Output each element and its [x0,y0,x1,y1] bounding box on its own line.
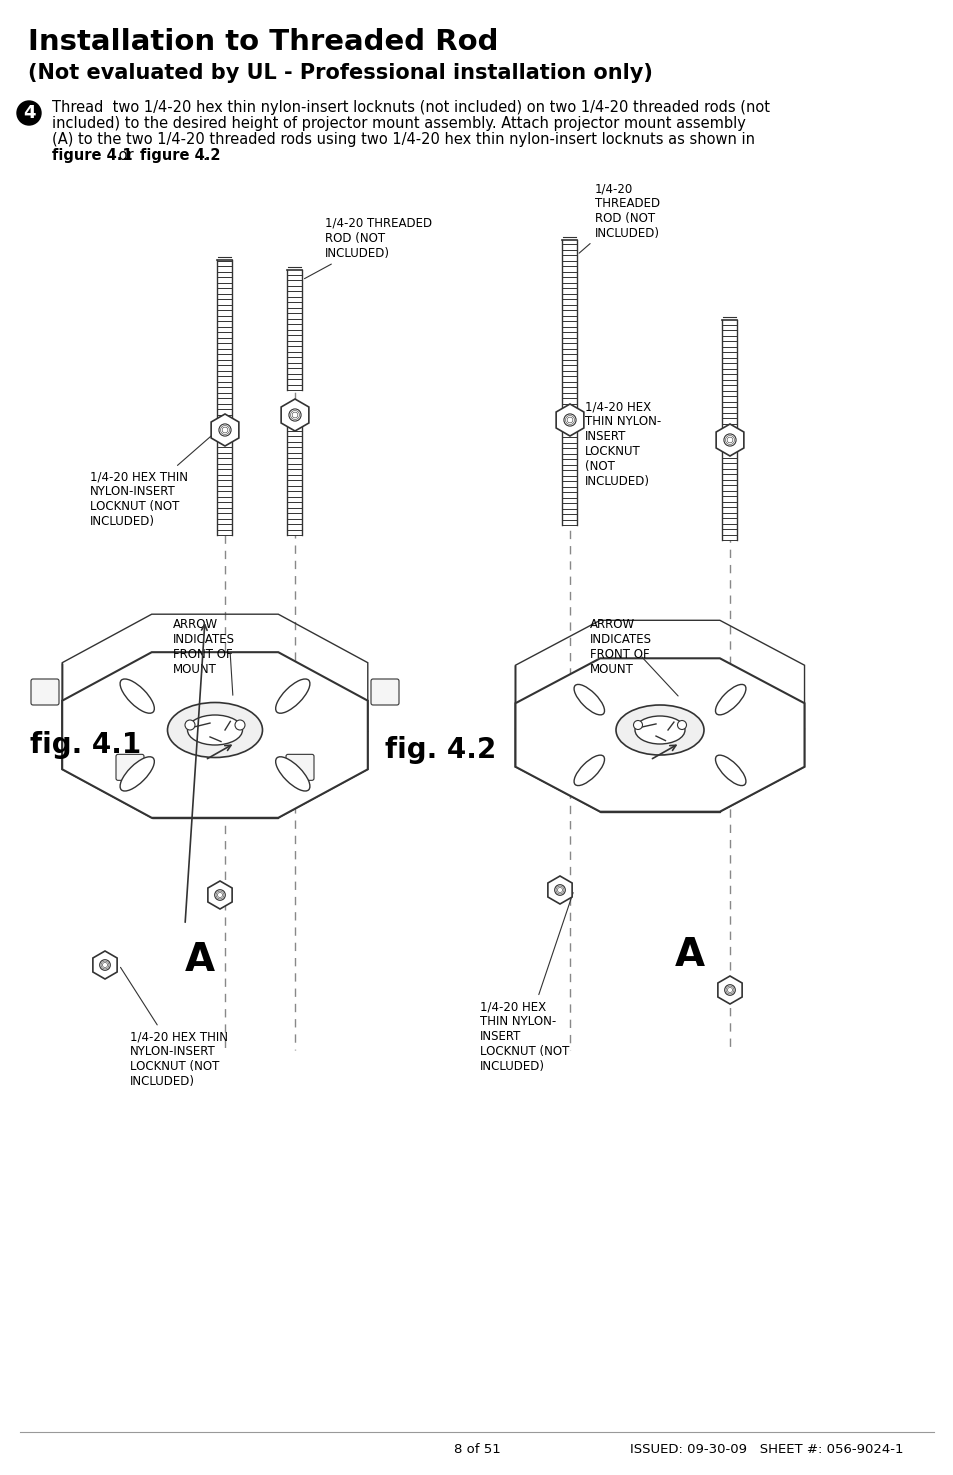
Ellipse shape [188,715,242,745]
Polygon shape [716,423,743,456]
FancyBboxPatch shape [287,270,302,389]
Polygon shape [281,400,309,431]
FancyBboxPatch shape [286,754,314,780]
Ellipse shape [616,705,703,755]
Text: (Not evaluated by UL - Professional installation only): (Not evaluated by UL - Professional inst… [28,63,652,83]
FancyBboxPatch shape [721,445,737,540]
Text: 4: 4 [23,105,35,122]
Text: 1/4-20 HEX THIN
NYLON-INSERT
LOCKNUT (NOT
INCLUDED): 1/4-20 HEX THIN NYLON-INSERT LOCKNUT (NO… [90,432,215,528]
Circle shape [234,720,245,730]
Circle shape [677,720,686,730]
Polygon shape [211,414,238,445]
Text: Thread  two 1/4-20 hex thin nylon-insert locknuts (not included) on two 1/4-20 t: Thread two 1/4-20 hex thin nylon-insert … [52,100,769,115]
Polygon shape [515,658,803,811]
Polygon shape [556,404,583,437]
Circle shape [723,434,736,445]
Text: ISSUED: 09-30-09   SHEET #: 056-9024-1: ISSUED: 09-30-09 SHEET #: 056-9024-1 [629,1443,902,1456]
Polygon shape [208,881,232,909]
Text: fig. 4.1: fig. 4.1 [30,732,141,760]
Polygon shape [92,951,117,979]
FancyBboxPatch shape [562,425,577,525]
Ellipse shape [574,755,604,786]
Polygon shape [717,976,741,1004]
Polygon shape [62,732,152,817]
Circle shape [17,100,41,125]
Circle shape [185,720,194,730]
Circle shape [99,960,111,971]
FancyBboxPatch shape [217,260,233,420]
Text: ARROW
INDICATES
FRONT OF
MOUNT: ARROW INDICATES FRONT OF MOUNT [589,618,651,676]
Text: 1/4-20 HEX
THIN NYLON-
INSERT
LOCKNUT
(NOT
INCLUDED): 1/4-20 HEX THIN NYLON- INSERT LOCKNUT (N… [562,400,660,488]
Circle shape [214,889,225,900]
Polygon shape [62,652,368,817]
FancyBboxPatch shape [562,240,577,420]
Ellipse shape [715,684,745,715]
Text: 1/4-20
THREADED
ROD (NOT
INCLUDED): 1/4-20 THREADED ROD (NOT INCLUDED) [578,181,659,254]
Polygon shape [599,774,720,811]
Ellipse shape [715,755,745,786]
Polygon shape [515,729,599,811]
Circle shape [633,720,641,730]
Text: ARROW
INDICATES
FRONT OF
MOUNT: ARROW INDICATES FRONT OF MOUNT [172,618,234,676]
Text: figure 4.2: figure 4.2 [140,148,220,164]
Text: 8 of 51: 8 of 51 [453,1443,500,1456]
Text: figure 4.1: figure 4.1 [52,148,132,164]
Circle shape [218,423,231,437]
FancyBboxPatch shape [721,320,737,440]
Text: fig. 4.2: fig. 4.2 [385,736,496,764]
Ellipse shape [120,678,154,714]
Text: A: A [185,941,214,979]
Ellipse shape [635,715,684,743]
Circle shape [554,885,565,895]
FancyBboxPatch shape [287,420,302,535]
Circle shape [563,414,576,426]
Text: Installation to Threaded Rod: Installation to Threaded Rod [28,28,498,56]
FancyBboxPatch shape [371,678,398,705]
Ellipse shape [275,678,310,714]
FancyBboxPatch shape [116,754,144,780]
Text: 1/4-20 THREADED
ROD (NOT
INCLUDED): 1/4-20 THREADED ROD (NOT INCLUDED) [304,217,432,279]
Text: .: . [202,148,207,164]
Circle shape [724,985,735,996]
Ellipse shape [120,757,154,791]
Ellipse shape [574,684,604,715]
Ellipse shape [168,702,262,758]
FancyBboxPatch shape [30,678,59,705]
Polygon shape [547,876,572,904]
Polygon shape [720,729,803,811]
Text: included) to the desired height of projector mount assembly. Attach projector mo: included) to the desired height of proje… [52,117,745,131]
FancyBboxPatch shape [217,435,233,535]
Polygon shape [278,732,368,817]
Circle shape [289,409,301,420]
Text: (A) to the two 1/4-20 threaded rods using two 1/4-20 hex thin nylon-insert lockn: (A) to the two 1/4-20 threaded rods usin… [52,131,754,148]
Text: 1/4-20 HEX THIN
NYLON-INSERT
LOCKNUT (NOT
INCLUDED): 1/4-20 HEX THIN NYLON-INSERT LOCKNUT (NO… [120,968,228,1089]
Ellipse shape [275,757,310,791]
Text: A: A [674,937,704,974]
Polygon shape [152,780,278,817]
Text: or: or [113,148,138,164]
Text: 1/4-20 HEX
THIN NYLON-
INSERT
LOCKNUT (NOT
INCLUDED): 1/4-20 HEX THIN NYLON- INSERT LOCKNUT (N… [479,892,573,1072]
